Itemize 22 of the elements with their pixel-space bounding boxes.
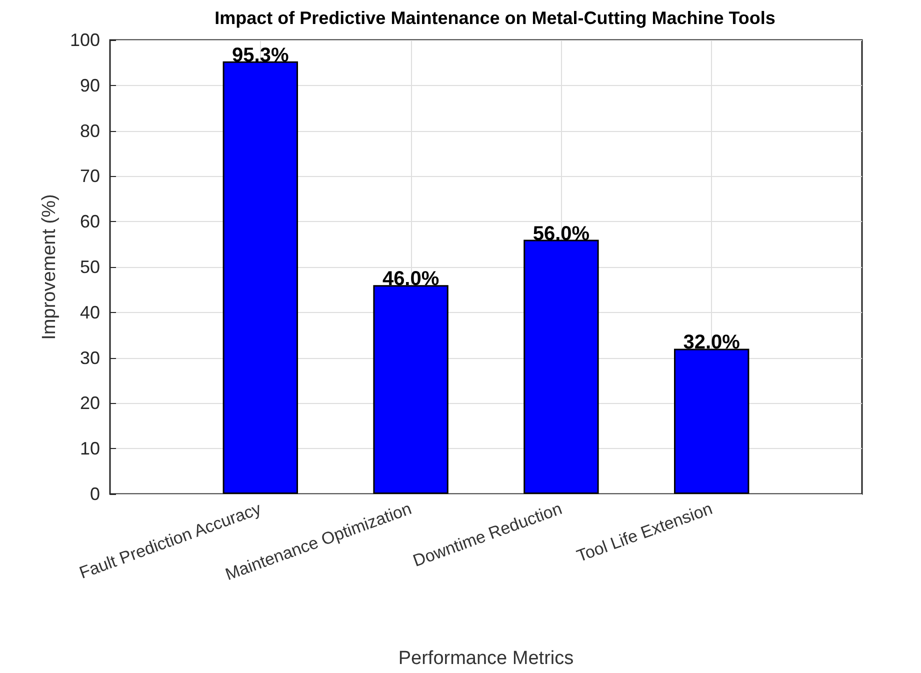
- y-tick-label: 30: [80, 348, 100, 368]
- chart-title: Impact of Predictive Maintenance on Metal-Cutting Machine Tools: [214, 8, 776, 28]
- x-axis-title: Performance Metrics: [398, 648, 574, 669]
- bar: [222, 61, 298, 494]
- y-tick-label: 10: [80, 438, 100, 459]
- y-tick-label: 50: [80, 257, 100, 277]
- bar: [373, 285, 448, 494]
- bar: [674, 348, 750, 494]
- data-label: 95.3%: [232, 44, 289, 66]
- y-tick-label: 40: [80, 302, 100, 322]
- bar: [524, 240, 599, 494]
- data-label: 46.0%: [382, 268, 440, 290]
- y-tick-label: 90: [80, 75, 100, 96]
- data-label: 32.0%: [683, 332, 740, 354]
- y-tick-label: 60: [80, 212, 100, 232]
- y-tick-label: 0: [90, 484, 100, 504]
- y-tick-label: 100: [70, 30, 100, 50]
- y-tick-label: 70: [80, 166, 100, 186]
- data-label: 56.0%: [532, 222, 590, 245]
- y-tick-label: 80: [80, 120, 100, 141]
- y-axis-title: Improvement (%): [39, 194, 60, 340]
- y-tick-label: 20: [80, 393, 100, 414]
